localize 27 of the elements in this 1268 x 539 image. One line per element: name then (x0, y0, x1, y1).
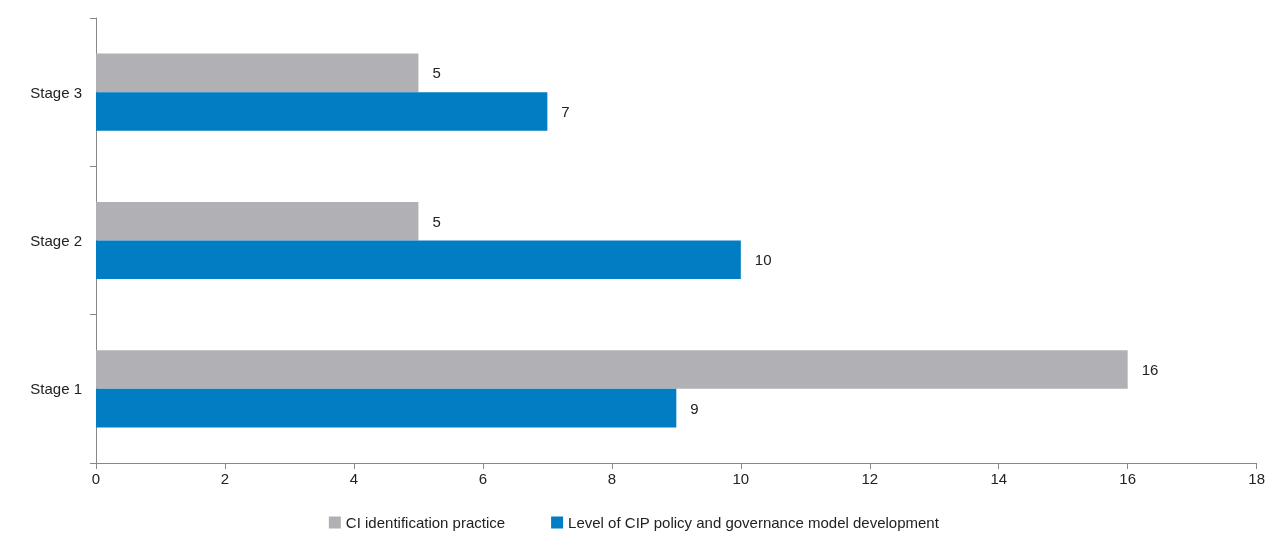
y-tick-label: Stage 3 (30, 83, 82, 101)
bar (96, 53, 419, 93)
y-tick-label: Stage 2 (30, 232, 82, 249)
bar (96, 92, 548, 131)
bar (96, 201, 419, 241)
bar (96, 388, 677, 428)
data-label: 9 (690, 399, 699, 417)
x-tick-label: 6 (478, 470, 488, 487)
data-label: 16 (1141, 361, 1159, 379)
data-label: 7 (561, 102, 570, 120)
legend-label: CI identification practice (345, 514, 506, 531)
bar (96, 240, 741, 280)
x-tick-label: 0 (91, 470, 101, 487)
x-tick-label: 4 (349, 470, 359, 487)
bar (96, 350, 1128, 389)
legend-label: Level of CIP policy and governance model development (568, 514, 940, 531)
x-tick-label: 10 (732, 470, 750, 487)
x-tick-label: 14 (990, 470, 1008, 487)
x-tick-label: 12 (861, 470, 879, 487)
x-tick-label: 16 (1119, 470, 1137, 487)
x-tick-label: 8 (607, 470, 617, 487)
x-tick-label: 18 (1248, 470, 1265, 487)
x-tick-label: 2 (220, 470, 230, 487)
data-label: 5 (432, 212, 441, 230)
data-label: 10 (754, 251, 772, 269)
data-label: 5 (432, 64, 441, 82)
y-tick-label: Stage 1 (30, 380, 82, 398)
